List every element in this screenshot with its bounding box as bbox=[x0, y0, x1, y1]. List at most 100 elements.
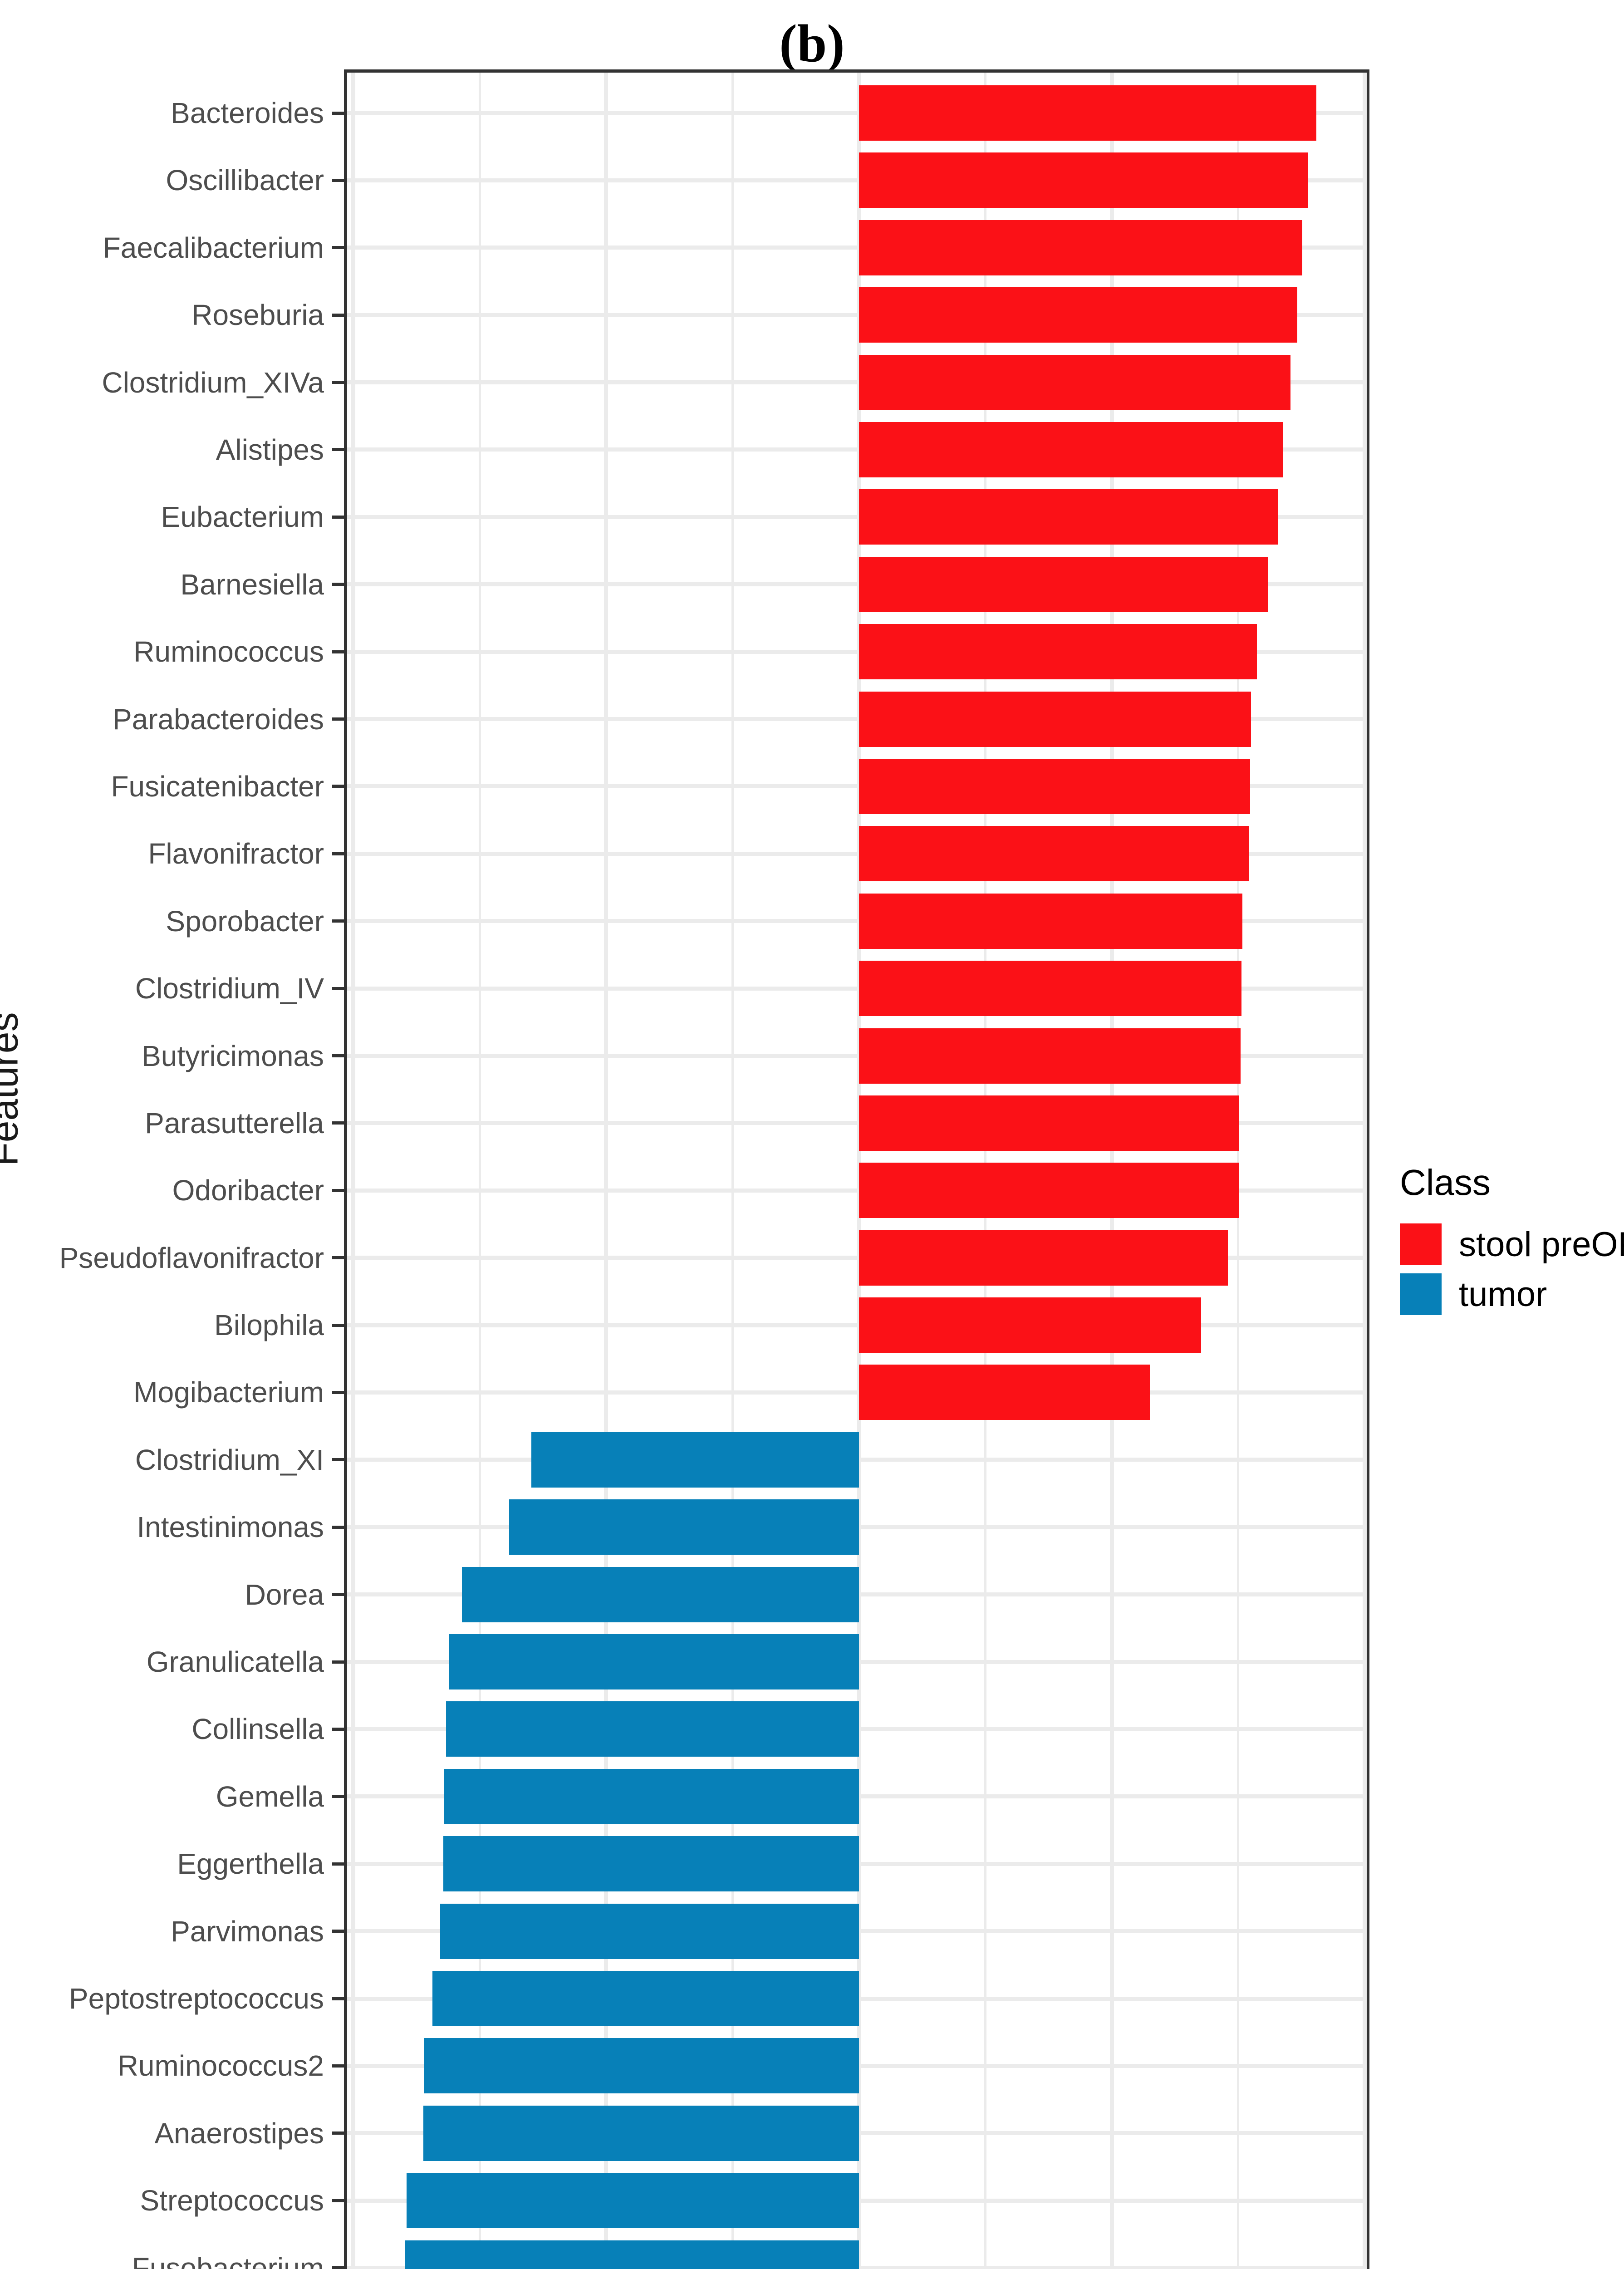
bar-Gemella bbox=[444, 1768, 859, 1824]
y-tick-label: Clostridium_IV bbox=[135, 972, 324, 1005]
gridline-row bbox=[347, 784, 1366, 789]
gridline-row bbox=[347, 717, 1366, 722]
bar-Oscillibacter bbox=[859, 152, 1308, 208]
y-tick bbox=[332, 1390, 344, 1394]
y-tick bbox=[332, 2064, 344, 2068]
bar-Roseburia bbox=[859, 287, 1297, 343]
y-tick bbox=[332, 1660, 344, 1664]
y-tick bbox=[332, 381, 344, 384]
bar-Flavonifractor bbox=[859, 826, 1249, 882]
legend-swatch-stool-preop-icon bbox=[1400, 1223, 1442, 1265]
gridline-row bbox=[347, 178, 1366, 182]
y-tick-label: Fusobacterium bbox=[132, 2251, 324, 2269]
chart-title: (b) bbox=[779, 14, 845, 73]
gridline-row bbox=[347, 246, 1366, 250]
y-tick-label: Eggerthella bbox=[177, 1847, 324, 1881]
y-tick bbox=[332, 1795, 344, 1798]
y-tick bbox=[332, 1458, 344, 1462]
gridline-row bbox=[347, 111, 1366, 115]
bar-Pseudoflavonifractor bbox=[859, 1230, 1228, 1286]
y-tick bbox=[332, 583, 344, 586]
y-tick bbox=[332, 1189, 344, 1192]
y-tick bbox=[332, 2199, 344, 2202]
bar-Peptostreptococcus bbox=[432, 1971, 859, 2026]
bar-Fusicatenibacter bbox=[859, 758, 1250, 814]
bar-Fusobacterium bbox=[405, 2240, 859, 2269]
bar-Intestinimonas bbox=[509, 1499, 859, 1555]
bar-Clostridium_IV bbox=[859, 961, 1242, 1017]
gridline-row bbox=[347, 919, 1366, 923]
y-tick-label: Bilophila bbox=[214, 1309, 324, 1342]
gridline-minor bbox=[731, 73, 734, 2269]
y-tick bbox=[332, 717, 344, 721]
y-tick bbox=[332, 1727, 344, 1731]
y-tick-label: Barnesiella bbox=[180, 568, 324, 601]
plot-panel bbox=[344, 69, 1369, 2269]
gridline-row bbox=[347, 1121, 1366, 1125]
y-tick-label: Oscillibacter bbox=[166, 164, 324, 197]
gridline-major bbox=[1362, 73, 1367, 2269]
legend-entry-stool-preop: stool preOP bbox=[1400, 1223, 1624, 1266]
gridline-row bbox=[347, 313, 1366, 317]
y-tick bbox=[332, 448, 344, 452]
bar-Alistipes bbox=[859, 422, 1283, 477]
y-tick-label: Peptostreptococcus bbox=[69, 1982, 324, 2015]
y-tick-label: Alistipes bbox=[216, 433, 324, 466]
y-tick-label: Ruminococcus bbox=[133, 635, 324, 668]
y-tick-label: Fusicatenibacter bbox=[111, 770, 324, 803]
y-tick bbox=[332, 1323, 344, 1327]
gridline-row bbox=[347, 1054, 1366, 1058]
gridline-row bbox=[347, 380, 1366, 385]
y-tick bbox=[332, 650, 344, 653]
bar-Parasutterella bbox=[859, 1095, 1239, 1151]
bar-Granulicatella bbox=[448, 1634, 859, 1690]
bar-Butyricimonas bbox=[859, 1028, 1241, 1084]
y-tick-label: Eubacterium bbox=[161, 501, 324, 534]
y-tick bbox=[332, 246, 344, 250]
y-tick-label: Clostridium_XI bbox=[135, 1443, 324, 1476]
y-tick bbox=[332, 1930, 344, 1933]
y-tick-label: Ruminococcus2 bbox=[117, 2049, 324, 2082]
gridline-minor bbox=[478, 73, 481, 2269]
legend-title: Class bbox=[1400, 1162, 1491, 1203]
legend-label-tumor: tumor bbox=[1459, 1275, 1547, 1314]
y-tick-label: Clostridium_XIVa bbox=[102, 366, 324, 399]
y-tick-label: Bacteroides bbox=[171, 97, 324, 130]
y-axis-title: Features bbox=[0, 1012, 26, 1166]
y-tick bbox=[332, 1997, 344, 2000]
y-tick bbox=[332, 1121, 344, 1125]
bar-Dorea bbox=[462, 1567, 859, 1622]
y-tick bbox=[332, 515, 344, 519]
legend-entry-tumor: tumor bbox=[1400, 1272, 1624, 1316]
y-tick bbox=[332, 785, 344, 788]
bar-Parvimonas bbox=[440, 1903, 859, 1959]
bar-Anaerostipes bbox=[423, 2105, 859, 2161]
y-tick bbox=[332, 313, 344, 317]
y-tick-label: Roseburia bbox=[191, 299, 324, 332]
y-tick bbox=[332, 852, 344, 855]
bar-Eggerthella bbox=[443, 1836, 859, 1892]
y-tick bbox=[332, 919, 344, 923]
bar-Faecalibacterium bbox=[859, 220, 1302, 275]
y-tick-label: Butyricimonas bbox=[142, 1039, 324, 1072]
y-tick bbox=[332, 1862, 344, 1866]
gridline-row bbox=[347, 582, 1366, 587]
gridline-row bbox=[347, 649, 1366, 654]
gridline-row bbox=[347, 1390, 1366, 1395]
gridline-row bbox=[347, 1323, 1366, 1327]
gridline-row bbox=[347, 515, 1366, 519]
y-tick-label: Sporobacter bbox=[166, 904, 324, 938]
y-tick-label: Flavonifractor bbox=[148, 837, 324, 870]
y-tick-label: Parasutterella bbox=[145, 1106, 324, 1139]
y-tick-label: Granulicatella bbox=[146, 1645, 324, 1679]
y-tick bbox=[332, 1256, 344, 1260]
y-tick bbox=[332, 1054, 344, 1058]
y-tick bbox=[332, 1525, 344, 1529]
bar-Sporobacter bbox=[859, 893, 1242, 949]
bar-Streptococcus bbox=[406, 2173, 859, 2229]
gridline-row bbox=[347, 447, 1366, 452]
bar-Ruminococcus bbox=[859, 624, 1257, 680]
bar-Barnesiella bbox=[859, 556, 1268, 612]
bar-Clostridium_XI bbox=[531, 1432, 859, 1488]
